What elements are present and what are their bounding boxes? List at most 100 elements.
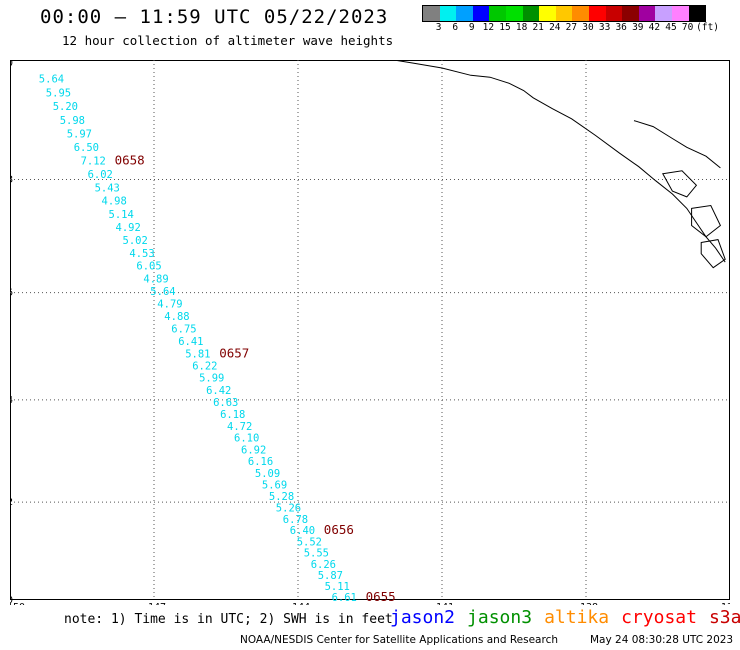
swh-label: 6.42 (206, 385, 231, 397)
swh-label: 5.26 (276, 502, 301, 514)
footer-note: note: 1) Time is in UTC; 2) SWH is in fe… (64, 612, 393, 627)
swh-label: 6.78 (283, 514, 308, 526)
swh-label: 5.98 (60, 115, 85, 127)
color-swatch (439, 6, 457, 21)
color-scale-tick: 12 (482, 22, 495, 33)
map-frame (10, 60, 730, 600)
swh-label: 5.14 (109, 209, 134, 221)
latitude-label: 56 (10, 288, 13, 299)
longitude-label: -150 (10, 602, 25, 605)
swh-label: 6.41 (178, 336, 203, 348)
color-swatch (456, 6, 473, 21)
satellite-legend: jason2 jason3 altika cryosat s3a (390, 607, 740, 628)
time-label: 0656 (324, 522, 354, 537)
island-outline (691, 204, 722, 238)
color-scale-unit: (ft) (696, 22, 720, 33)
page-title: 00:00 – 11:59 UTC 05/22/2023 (40, 6, 389, 28)
latitude-label: 60 (10, 60, 13, 69)
color-swatch (555, 6, 573, 21)
color-swatch (605, 6, 623, 21)
swh-label: 5.97 (67, 129, 92, 141)
swh-label: 5.09 (255, 468, 280, 480)
swh-label: 5.20 (53, 101, 78, 113)
color-scale-tick: 33 (598, 22, 611, 33)
swh-label: 6.22 (192, 361, 217, 373)
longitude-label: -138 (574, 602, 598, 605)
swh-label: 5.43 (95, 182, 120, 194)
time-label: 0657 (219, 345, 249, 360)
swh-label: 5.81 (185, 348, 210, 360)
satellite-legend-s3a: s3a (708, 607, 740, 628)
coastline (393, 60, 726, 263)
time-label: 0655 (366, 589, 396, 604)
swh-label: 4.98 (102, 196, 127, 208)
swh-label: 5.95 (46, 87, 71, 99)
swh-label: 6.10 (234, 433, 259, 445)
color-scale-tick: 42 (648, 22, 661, 33)
swh-label: 5.11 (325, 581, 350, 593)
color-swatch (588, 6, 606, 21)
satellite-legend-jason3: jason3 (467, 607, 533, 628)
swh-label: 6.75 (171, 324, 196, 336)
color-swatch (622, 6, 639, 21)
color-scale-tick: 39 (632, 22, 644, 33)
swh-label: 5.99 (199, 373, 224, 385)
color-swatch (472, 6, 490, 21)
swh-label: 6.40 (290, 525, 315, 537)
swh-label: 5.28 (269, 491, 294, 503)
latitude-label: 52 (10, 497, 13, 508)
latitude-label: 58 (10, 175, 13, 186)
swh-label: 6.18 (220, 409, 245, 421)
swh-label: 6.16 (248, 456, 273, 468)
swh-label: 4.53 (129, 248, 154, 260)
color-scale-tick: 21 (532, 22, 544, 33)
color-scale-tick: 30 (582, 22, 594, 33)
swh-label: 5.87 (318, 570, 343, 582)
color-swatch (688, 6, 706, 21)
color-swatch (423, 6, 440, 21)
generated-timestamp: May 24 08:30:28 UTC 2023 (590, 634, 734, 646)
color-scale-tick: 27 (565, 22, 578, 33)
inland-coastline (633, 120, 721, 169)
longitude-label: -144 (286, 602, 310, 605)
swh-label: 5.52 (297, 536, 322, 548)
swh-label: 5.64 (150, 286, 175, 298)
color-scale-tick: 24 (549, 22, 561, 33)
color-scale-tick: 70 (681, 22, 694, 33)
color-scale-tick: 18 (515, 22, 528, 33)
swh-label: 5.02 (123, 235, 148, 247)
color-swatch (539, 6, 556, 21)
swh-label: 4.92 (116, 222, 141, 234)
color-swatch (489, 6, 506, 21)
swh-label: 4.88 (164, 311, 189, 323)
island-outline (700, 239, 726, 269)
swh-label: 6.26 (311, 559, 336, 571)
color-swatch (522, 6, 540, 21)
color-swatch (655, 6, 672, 21)
wave-height-map: 60 58 56 54 52 50-150 -147 -144 -141 -138 -135 5.64… (10, 60, 730, 605)
swh-label: 4.79 (157, 299, 182, 311)
swh-label: 5.69 (262, 479, 287, 491)
satellite-legend-altika: altika (544, 607, 610, 628)
swh-label: 6.50 (74, 142, 99, 154)
color-swatch (638, 6, 656, 21)
page-subtitle: 12 hour collection of altimeter wave hei… (62, 33, 394, 48)
satellite-legend-cryosat: cryosat (621, 607, 697, 628)
longitude-label: -135 (715, 602, 730, 605)
longitude-label: -147 (142, 602, 166, 605)
color-scale-bar (422, 5, 707, 22)
color-scale-tick: 9 (468, 22, 475, 33)
color-swatch (671, 6, 689, 21)
swh-label: 7.12 (81, 156, 106, 168)
latitude-label: 50 (10, 595, 13, 605)
swh-label: 4.72 (227, 421, 252, 433)
time-label: 0658 (115, 153, 145, 168)
swh-label: 6.63 (213, 397, 238, 409)
color-scale-tick: 3 (435, 22, 442, 33)
swh-label: 5.64 (39, 73, 64, 85)
swh-label: 5.55 (304, 548, 329, 560)
swh-label: 6.05 (136, 261, 161, 273)
satellite-legend-jason2: jason2 (390, 607, 456, 628)
swh-label: 6.02 (88, 169, 113, 181)
credit-text: NOAA/NESDIS Center for Satellite Applica… (240, 634, 558, 646)
